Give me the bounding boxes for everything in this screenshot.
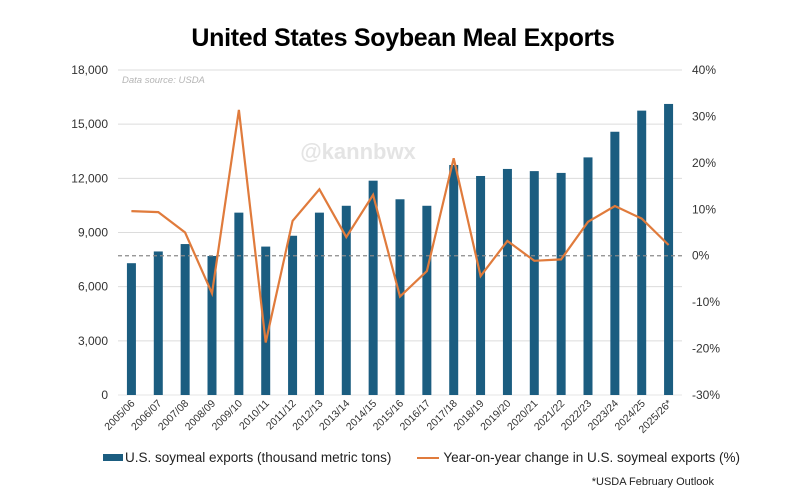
left-tick-label: 15,000 xyxy=(71,117,108,131)
bar xyxy=(556,172,566,395)
right-tick-label: 30% xyxy=(692,109,716,123)
bar xyxy=(234,212,244,395)
right-tick-label: 20% xyxy=(692,156,716,170)
source-note: Data source: USDA xyxy=(122,75,205,86)
legend: U.S. soymeal exports (thousand metric to… xyxy=(103,450,740,465)
left-tick-label: 12,000 xyxy=(71,171,108,185)
legend-bar-label: U.S. soymeal exports (thousand metric to… xyxy=(125,450,392,465)
left-tick-label: 6,000 xyxy=(78,280,108,294)
bar xyxy=(126,263,136,395)
bar xyxy=(368,180,378,395)
bar xyxy=(288,235,298,395)
bar xyxy=(153,251,163,395)
right-tick-label: 0% xyxy=(692,249,710,263)
bar xyxy=(529,171,539,395)
bar xyxy=(449,164,459,395)
bar xyxy=(314,212,324,395)
bar xyxy=(502,168,512,395)
bar xyxy=(180,244,190,395)
bar xyxy=(207,255,217,395)
right-tick-label: -10% xyxy=(692,295,720,309)
left-tick-label: 9,000 xyxy=(78,226,108,240)
bar xyxy=(583,157,593,395)
bar xyxy=(261,246,271,395)
bar xyxy=(476,175,486,395)
right-tick-label: -30% xyxy=(692,388,720,402)
left-tick-label: 0 xyxy=(101,388,108,402)
right-axis: -30% -20% -10% 0% 10% 20% 30% 40% xyxy=(692,63,720,402)
x-axis: 2005/062006/072007/082008/092009/102010/… xyxy=(102,398,674,436)
right-tick-label: 40% xyxy=(692,63,716,77)
chart-title: United States Soybean Meal Exports xyxy=(191,24,615,52)
legend-bar-swatch xyxy=(103,454,123,461)
right-tick-label: -20% xyxy=(692,342,720,356)
bar xyxy=(422,205,432,395)
left-axis: 0 3,000 6,000 9,000 12,000 15,000 18,000 xyxy=(71,63,108,402)
bar xyxy=(610,131,620,395)
legend-line-swatch xyxy=(417,456,440,459)
bar xyxy=(637,110,647,395)
left-tick-label: 18,000 xyxy=(71,63,108,77)
bar xyxy=(664,103,674,395)
left-tick-label: 3,000 xyxy=(78,334,108,348)
legend-line-label: Year-on-year change in U.S. soymeal expo… xyxy=(443,450,740,465)
bar xyxy=(341,205,351,395)
line-series xyxy=(131,109,670,343)
watermark: @kannbwx xyxy=(300,139,416,164)
footnote: *USDA February Outlook xyxy=(591,476,714,488)
right-tick-label: 10% xyxy=(692,202,716,216)
